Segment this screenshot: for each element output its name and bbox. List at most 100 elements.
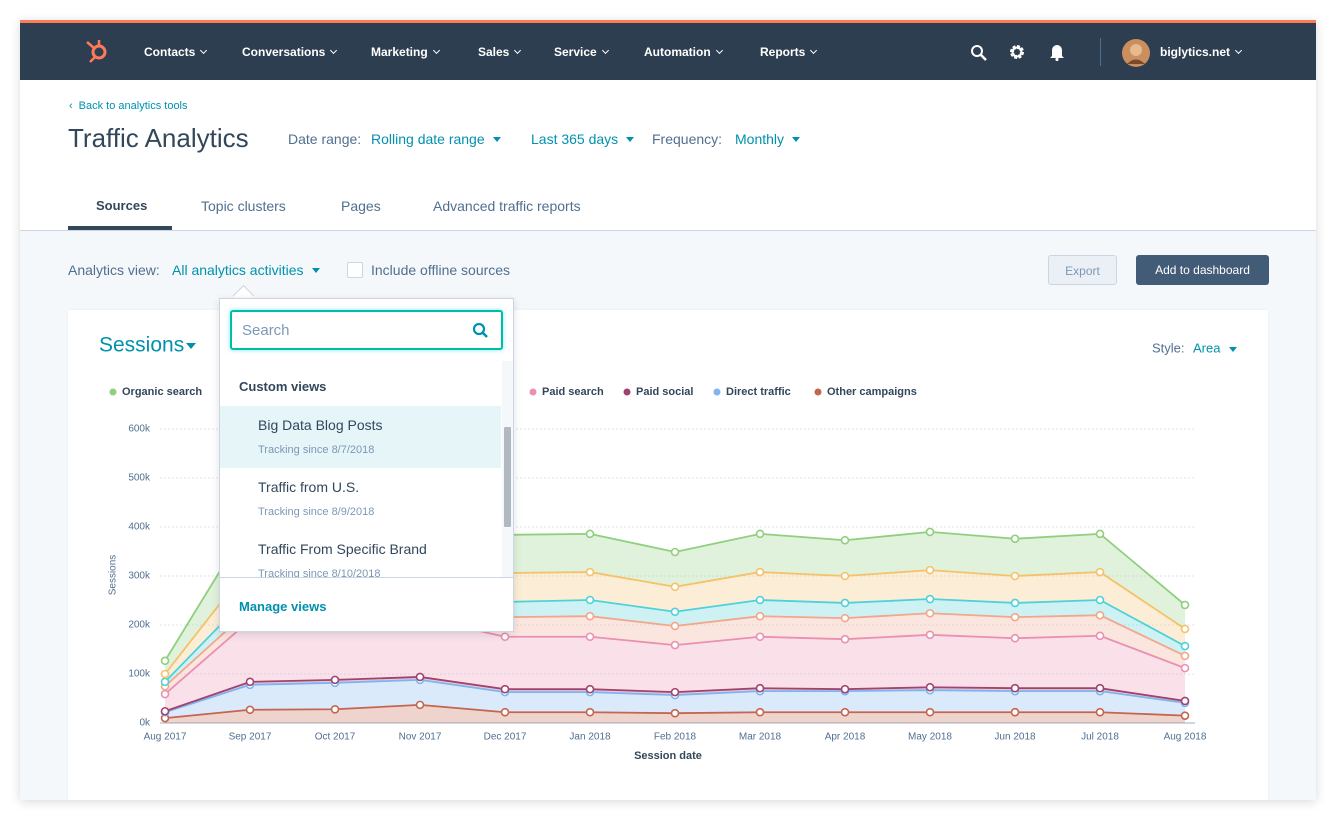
- point: [1180, 711, 1190, 720]
- x-tick-label: Mar 2018: [739, 732, 782, 743]
- legend-swatch: [814, 388, 822, 396]
- x-tick-label: Jan 2018: [569, 732, 611, 743]
- nav-item[interactable]: Sales: [478, 45, 520, 59]
- area: [165, 606, 1185, 695]
- x-tick-label: Oct 2017: [315, 732, 356, 743]
- legend-label: Organic search: [122, 386, 202, 398]
- avatar[interactable]: [1121, 38, 1151, 68]
- app-frame: Contacts Conversations Marketing Sales S…: [20, 20, 1316, 800]
- nav-item[interactable]: Marketing: [371, 45, 439, 59]
- back-link[interactable]: ‹ Back to analytics tools: [69, 100, 188, 112]
- point: [500, 707, 510, 717]
- checkbox[interactable]: [347, 262, 363, 278]
- point: [1095, 529, 1105, 539]
- x-tick-label: Jun 2018: [994, 732, 1036, 743]
- point: [415, 672, 425, 682]
- export-button[interactable]: Export: [1048, 255, 1117, 285]
- date-range-select[interactable]: Rolling date range: [371, 131, 501, 147]
- logo[interactable]: [84, 37, 110, 63]
- x-tick-label: Nov 2017: [399, 732, 442, 743]
- style-label: Style:: [1152, 340, 1185, 355]
- view-item[interactable]: Big Data Blog Posts Tracking since 8/7/2…: [220, 406, 501, 468]
- y-tick-label: 0k: [139, 718, 151, 729]
- view-label: Analytics view:: [68, 262, 160, 278]
- y-tick-label: 500k: [128, 473, 151, 484]
- point: [415, 700, 425, 710]
- tab[interactable]: Advanced traffic reports: [433, 198, 581, 214]
- search-input[interactable]: Search: [230, 310, 503, 350]
- chart-title[interactable]: Sessions: [99, 334, 184, 357]
- nav-item[interactable]: Conversations: [242, 45, 336, 59]
- nav-item[interactable]: Service: [554, 45, 608, 59]
- manage-views-link[interactable]: Manage views: [239, 599, 327, 614]
- point: [1180, 696, 1190, 706]
- view-select[interactable]: All analytics activities: [172, 262, 320, 278]
- point: [755, 529, 765, 539]
- legend-swatch: [713, 388, 721, 396]
- view-name: Big Data Blog Posts: [258, 417, 383, 433]
- point: [1010, 707, 1020, 717]
- point: [1010, 612, 1020, 622]
- tab[interactable]: Sources: [96, 198, 148, 213]
- legend-item[interactable]: Other campaigns: [814, 386, 917, 398]
- point: [1180, 663, 1190, 673]
- legend-item[interactable]: Direct traffic: [713, 386, 791, 398]
- point: [925, 682, 935, 692]
- point: [755, 632, 765, 642]
- add-dashboard-button[interactable]: Add to dashboard: [1136, 255, 1269, 285]
- views-dropdown: Search Custom views Big Data Blog Posts …: [219, 298, 514, 632]
- point: [585, 595, 595, 605]
- y-tick-label: 300k: [128, 571, 151, 582]
- point: [330, 704, 340, 714]
- y-tick-label: 600k: [128, 424, 151, 435]
- point: [1180, 624, 1190, 634]
- view-name: Traffic From Specific Brand: [258, 541, 427, 557]
- legend-label: Other campaigns: [827, 386, 917, 398]
- point: [670, 582, 680, 592]
- nav-item[interactable]: Contacts: [144, 45, 206, 59]
- frequency-select[interactable]: Monthly: [735, 131, 800, 147]
- legend-item[interactable]: Organic search: [109, 386, 203, 398]
- nav-item[interactable]: Reports: [760, 45, 816, 59]
- point: [840, 634, 850, 644]
- point: [1010, 534, 1020, 544]
- legend-swatch: [529, 388, 537, 396]
- point: [585, 611, 595, 621]
- point: [585, 567, 595, 577]
- point: [1095, 610, 1105, 620]
- scroll-thumb[interactable]: [504, 427, 511, 527]
- x-tick-label: May 2018: [908, 732, 952, 743]
- x-tick-label: Feb 2018: [654, 732, 697, 743]
- point: [1095, 567, 1105, 577]
- point: [160, 669, 170, 679]
- point: [840, 535, 850, 545]
- search-icon[interactable]: [970, 44, 988, 62]
- point: [755, 707, 765, 717]
- tab[interactable]: Pages: [341, 198, 381, 214]
- nav-item[interactable]: Automation: [644, 45, 722, 59]
- x-tick-label: Aug 2018: [1164, 732, 1207, 743]
- legend-item[interactable]: Paid social: [623, 386, 694, 398]
- legend-label: Paid social: [636, 386, 693, 398]
- section-header: Custom views: [239, 379, 327, 394]
- legend-item[interactable]: Paid search: [529, 386, 605, 398]
- point: [1010, 633, 1020, 643]
- period-select[interactable]: Last 365 days: [531, 131, 634, 147]
- account-menu[interactable]: biglytics.net: [1160, 45, 1241, 59]
- point: [1180, 600, 1190, 610]
- point: [1180, 651, 1190, 661]
- settings-icon[interactable]: [1008, 43, 1026, 61]
- tab[interactable]: Topic clusters: [201, 198, 286, 214]
- point: [840, 571, 850, 581]
- view-item[interactable]: Traffic From Specific Brand Tracking sin…: [220, 530, 501, 577]
- legend-swatch: [109, 388, 117, 396]
- point: [160, 656, 170, 666]
- point: [585, 684, 595, 694]
- y-tick-label: 400k: [128, 522, 151, 533]
- scrollbar[interactable]: [502, 361, 513, 577]
- style-select[interactable]: Area: [1193, 340, 1221, 355]
- area: [165, 562, 1185, 682]
- area: [165, 617, 1185, 712]
- notifications-icon[interactable]: [1049, 43, 1065, 61]
- view-item[interactable]: Traffic from U.S. Tracking since 8/9/201…: [220, 468, 501, 530]
